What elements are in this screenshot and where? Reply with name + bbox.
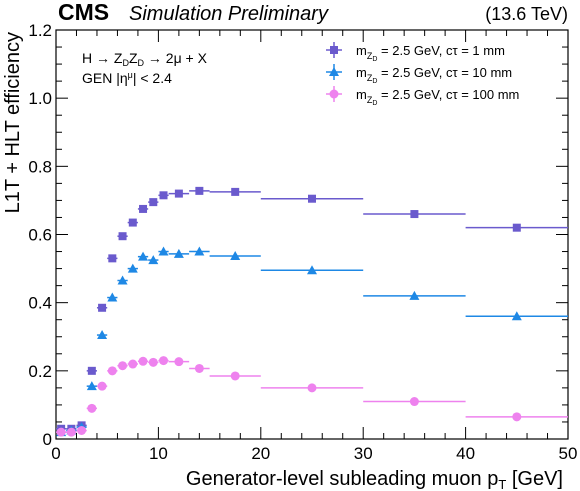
- data-point: [97, 381, 107, 391]
- data-point: [117, 275, 128, 285]
- y-tick-label: 0.6: [28, 226, 52, 245]
- data-point: [194, 363, 204, 373]
- data-point: [138, 251, 149, 261]
- data-point: [127, 263, 138, 273]
- data-point: [108, 254, 117, 263]
- data-point: [148, 357, 158, 367]
- data-point: [174, 189, 183, 198]
- data-point: [128, 218, 137, 227]
- data-point: [174, 357, 184, 367]
- experiment-label: CMS: [58, 0, 109, 25]
- series-1: [56, 186, 568, 433]
- data-point: [231, 187, 240, 196]
- data-point: [148, 255, 159, 265]
- data-point: [158, 246, 169, 256]
- axis-ticks: 0 10 20 30 40 50 0 0.2 0.4 0.6 0.8 1.0 1.2: [28, 21, 577, 463]
- data-point: [512, 412, 522, 422]
- eta-cut-annotation: GEN |ημ| < 2.4: [82, 70, 172, 86]
- data-point: [77, 425, 87, 435]
- status-label: Simulation Preliminary: [129, 3, 329, 25]
- series-layer: [56, 186, 568, 437]
- legend-marker: [329, 67, 339, 76]
- data-point: [118, 232, 127, 241]
- x-tick-label: 40: [456, 444, 475, 463]
- series-3: [56, 356, 568, 437]
- y-tick-label: 1.0: [28, 89, 52, 108]
- data-point: [308, 194, 316, 203]
- data-point: [230, 250, 241, 260]
- legend-marker: [330, 46, 338, 54]
- data-point: [230, 371, 240, 381]
- data-point: [409, 397, 419, 407]
- legend-label: mZD = 2.5 GeV, cτ = 1 mm: [356, 43, 505, 63]
- x-axis-title: Generator-level subleading muon pT [GeV]: [186, 468, 563, 491]
- y-tick-label: 1.2: [28, 21, 52, 40]
- data-point: [173, 248, 184, 258]
- data-point: [87, 403, 97, 413]
- data-point: [97, 330, 108, 340]
- data-point: [128, 359, 138, 369]
- data-point: [139, 204, 148, 213]
- data-point: [86, 381, 97, 391]
- legend-label: mZD = 2.5 GeV, cτ = 10 mm: [356, 65, 512, 85]
- data-point: [159, 356, 169, 366]
- data-point: [307, 265, 317, 275]
- data-point: [159, 191, 168, 200]
- x-tick-label: 0: [51, 444, 60, 463]
- data-point: [107, 292, 118, 302]
- data-point: [511, 311, 522, 321]
- x-tick-label: 20: [251, 444, 270, 463]
- data-point: [107, 366, 117, 376]
- data-point: [98, 303, 107, 312]
- data-point: [118, 361, 128, 371]
- y-tick-label: 0.4: [28, 294, 52, 313]
- data-point: [87, 366, 96, 375]
- y-tick-label: 0.8: [28, 157, 52, 176]
- data-point: [307, 383, 317, 393]
- y-tick-label: 0: [43, 430, 52, 449]
- data-point: [194, 246, 205, 256]
- data-point: [512, 223, 521, 232]
- legend-marker: [329, 89, 339, 99]
- x-tick-label: 30: [354, 444, 373, 463]
- series-2: [56, 246, 568, 437]
- data-point: [56, 427, 66, 437]
- x-tick-label: 10: [149, 444, 168, 463]
- y-axis-title: L1T + HLT efficiency: [2, 32, 24, 213]
- energy-label: (13.6 TeV): [485, 4, 568, 24]
- legend-label: mZD = 2.5 GeV, cτ = 100 mm: [356, 87, 519, 107]
- data-point: [138, 356, 148, 366]
- data-point: [149, 198, 158, 207]
- data-point: [66, 427, 76, 437]
- data-point: [410, 210, 419, 219]
- y-tick-label: 0.2: [28, 362, 52, 381]
- data-point: [195, 186, 204, 195]
- x-tick-label: 50: [559, 444, 578, 463]
- data-point: [409, 290, 420, 300]
- process-annotation: H → ZDZD → 2μ + X: [82, 50, 208, 68]
